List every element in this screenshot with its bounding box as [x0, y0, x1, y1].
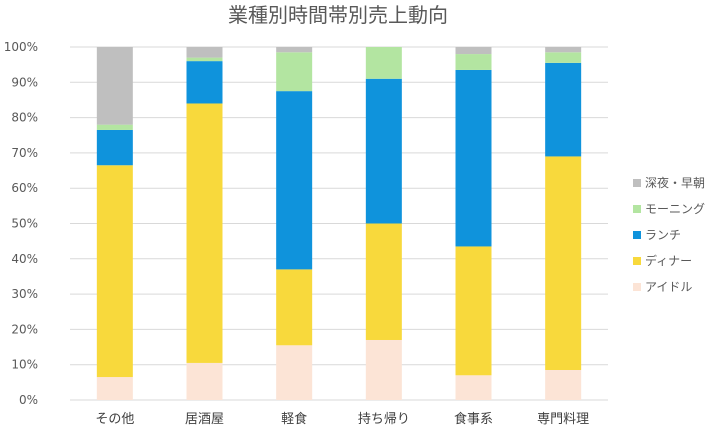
- legend-label: ディナー: [645, 253, 692, 268]
- x-category-label: 食事系: [454, 411, 493, 427]
- y-tick-label: 20%: [11, 322, 38, 336]
- y-tick-label: 10%: [11, 358, 38, 372]
- gridlines: [70, 46, 608, 401]
- bar-segment: [455, 47, 492, 55]
- bar-segment: [186, 47, 223, 58]
- bar-segment: [365, 339, 402, 400]
- bar-segment: [276, 91, 313, 270]
- x-category-label: 持ち帰り: [358, 411, 410, 427]
- y-tick-label: 100%: [4, 40, 38, 54]
- legend-label: アイドル: [645, 280, 692, 294]
- bar-segment: [276, 269, 313, 346]
- y-tick-label: 70%: [11, 146, 38, 160]
- y-tick-label: 0%: [19, 393, 38, 407]
- bar-segment: [545, 156, 582, 370]
- bar-segment: [186, 61, 223, 104]
- y-axis-ticks: 0% 10% 20% 30% 40% 50% 60% 70% 80% 90% 100%: [4, 40, 38, 407]
- bar-segment: [96, 47, 133, 125]
- bar-segment: [455, 246, 492, 376]
- bar-segment: [455, 375, 492, 400]
- bar-segment: [455, 69, 492, 247]
- x-category-label: 専門料理: [537, 412, 589, 427]
- bar-segment: [545, 369, 582, 400]
- x-category-label: その他: [95, 412, 134, 427]
- bar-segment: [276, 345, 313, 400]
- bar-segment: [545, 62, 582, 157]
- bar-segment: [96, 129, 133, 166]
- chart-title: 業種別時間帯別売上動向: [228, 3, 448, 27]
- bar-segment: [365, 223, 402, 340]
- bar-segment: [545, 52, 582, 63]
- y-tick-label: 90%: [11, 75, 38, 89]
- x-category-label: 軽食: [281, 411, 307, 427]
- legend-label: ランチ: [645, 228, 681, 242]
- bar-segment: [545, 47, 582, 53]
- y-tick-label: 60%: [11, 181, 38, 195]
- bar-segment: [276, 52, 313, 92]
- y-tick-label: 50%: [11, 217, 38, 231]
- y-tick-label: 80%: [11, 111, 38, 125]
- legend-label: 深夜・早朝: [645, 175, 705, 190]
- legend-label: モーニング: [645, 202, 705, 216]
- bar-segment: [365, 78, 402, 224]
- x-category-label: 居酒屋: [185, 412, 224, 427]
- bar-segment: [186, 362, 223, 400]
- y-tick-label: 40%: [11, 252, 38, 266]
- legend-swatch: [633, 205, 641, 213]
- bar-segment: [365, 47, 402, 79]
- legend-swatch: [633, 257, 641, 265]
- bar-segment: [276, 47, 313, 53]
- y-tick-label: 30%: [11, 287, 38, 301]
- bar-segment: [96, 377, 133, 400]
- bars: [96, 47, 582, 400]
- x-axis-categories: その他 居酒屋 軽食 持ち帰り 食事系 専門料理: [95, 411, 589, 427]
- bar-segment: [96, 124, 133, 130]
- bar-segment: [186, 103, 223, 363]
- bar-segment: [186, 57, 223, 62]
- legend-swatch: [633, 231, 641, 239]
- legend-swatch: [633, 179, 641, 187]
- bar-segment: [96, 165, 133, 378]
- bar-segment: [455, 54, 492, 70]
- legend-swatch: [633, 283, 641, 291]
